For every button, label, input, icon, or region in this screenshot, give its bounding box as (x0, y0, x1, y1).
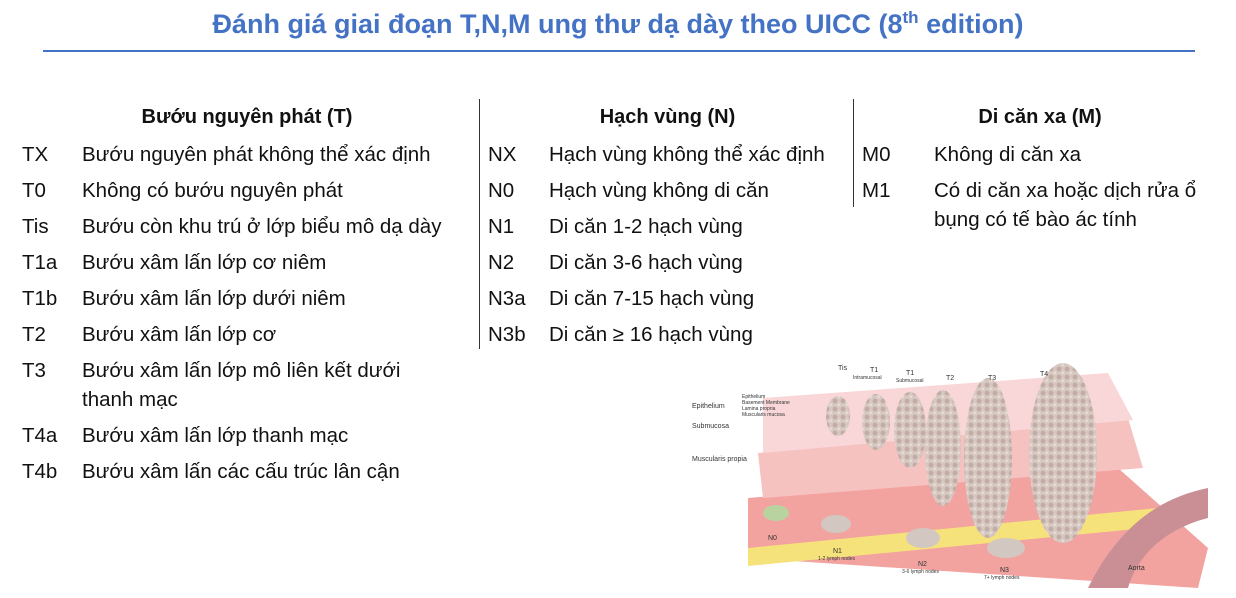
svg-text:7+ lymph nodes: 7+ lymph nodes (984, 575, 1020, 581)
lymph-nodes (763, 505, 1025, 558)
t-stage-code: T1a (22, 251, 58, 274)
m-stage-description: bụng có tế bào ác tính (934, 208, 1137, 231)
t-stage-code: T3 (22, 359, 46, 382)
svg-text:Tis: Tis (838, 365, 848, 372)
n-column-header: Hạch vùng (N) (599, 106, 736, 128)
column-divider-1 (479, 99, 480, 349)
svg-text:T2: T2 (946, 375, 954, 382)
svg-text:T1: T1 (870, 367, 878, 374)
n-stage-code: N3b (488, 323, 526, 346)
svg-text:Aorta: Aorta (1128, 565, 1145, 572)
svg-text:T4: T4 (1040, 371, 1048, 378)
t-stage-description: Bướu xâm lấn lớp mô liên kết dưới (82, 359, 401, 382)
t-stage-code: T4b (22, 460, 58, 483)
t-stage-code: T2 (22, 323, 46, 346)
tumor-masses (826, 363, 1097, 543)
t-stage-description: thanh mạc (82, 388, 178, 411)
n-stage-description: Di căn 7-15 hạch vùng (549, 287, 755, 310)
m-stage-code: M0 (862, 143, 891, 166)
t-column-header: Bướu nguyên phát (T) (141, 106, 353, 128)
m-stage-code: M1 (862, 179, 891, 202)
n-stage-code: N1 (488, 215, 515, 238)
svg-text:Lamina propria: Lamina propria (742, 406, 776, 412)
n-stage-description: Di căn 3-6 hạch vùng (549, 251, 743, 274)
svg-text:Submucosal: Submucosal (896, 378, 924, 384)
t-stage-description: Bướu xâm lấn lớp cơ (82, 323, 277, 346)
t-stage-code: T4a (22, 424, 58, 447)
t-stage-code: Tis (22, 215, 49, 238)
column-divider-2 (853, 99, 854, 207)
svg-text:Basement Membrane: Basement Membrane (742, 400, 790, 406)
gastric-wall-illustration: Tis T1 Intramucosal T1 Submucosal T2 T3 … (692, 363, 1208, 588)
svg-text:3-6 lymph nodes: 3-6 lymph nodes (902, 569, 939, 575)
title-underline (43, 50, 1195, 52)
page-title: Đánh giá giai đoạn T,N,M ung thư dạ dày … (212, 8, 1024, 39)
t-stage-description: Bướu xâm lấn lớp cơ niêm (82, 251, 327, 274)
t-stage-description: Bướu còn khu trú ở lớp biểu mô dạ dày (82, 215, 442, 238)
svg-text:Muscularis mucosa: Muscularis mucosa (742, 412, 785, 418)
n-stage-description: Hạch vùng không thể xác định (549, 143, 825, 166)
t-stage-code: T1b (22, 287, 58, 310)
t-stage-code: T0 (22, 179, 46, 202)
svg-text:T3: T3 (988, 375, 996, 382)
n-stage-code: N2 (488, 251, 515, 274)
t-stage-description: Bướu xâm lấn lớp dưới niêm (82, 287, 346, 310)
t-stage-description: Không có bướu nguyên phát (82, 179, 343, 202)
svg-text:N2: N2 (918, 561, 927, 568)
n-stage-description: Di căn 1-2 hạch vùng (549, 215, 743, 238)
svg-text:Intramucosal: Intramucosal (853, 375, 882, 381)
svg-text:T1: T1 (906, 370, 914, 377)
n-stage-code: N3a (488, 287, 526, 310)
svg-text:Epithelium: Epithelium (692, 403, 725, 410)
t-stage-description: Bướu nguyên phát không thể xác định (82, 143, 431, 166)
m-stage-description: Có di căn xa hoặc dịch rửa ổ (934, 179, 1197, 202)
svg-text:N3: N3 (1000, 567, 1009, 574)
svg-text:Muscularis propia: Muscularis propia (692, 456, 747, 463)
svg-text:Epithelium: Epithelium (742, 394, 765, 400)
t-stage-description: Bướu xâm lấn lớp thanh mạc (82, 424, 349, 447)
n-stage-code: NX (488, 143, 517, 166)
svg-text:1-2 lymph nodes: 1-2 lymph nodes (818, 556, 855, 562)
aorta-shape (1088, 488, 1208, 588)
svg-text:N1: N1 (833, 548, 842, 555)
svg-text:Submucosa: Submucosa (692, 423, 729, 430)
t-stage-description: Bướu xâm lấn các cấu trúc lân cận (82, 460, 400, 483)
m-stage-description: Không di căn xa (934, 143, 1082, 166)
n-stage-description: Di căn ≥ 16 hạch vùng (549, 323, 753, 346)
n-stage-code: N0 (488, 179, 515, 202)
illustration-labels: Tis T1 Intramucosal T1 Submucosal T2 T3 … (692, 365, 1145, 581)
m-column-header: Di căn xa (M) (978, 106, 1102, 128)
n-stage-description: Hạch vùng không di căn (549, 179, 769, 202)
svg-text:N0: N0 (768, 535, 777, 542)
t-stage-code: TX (22, 143, 49, 166)
